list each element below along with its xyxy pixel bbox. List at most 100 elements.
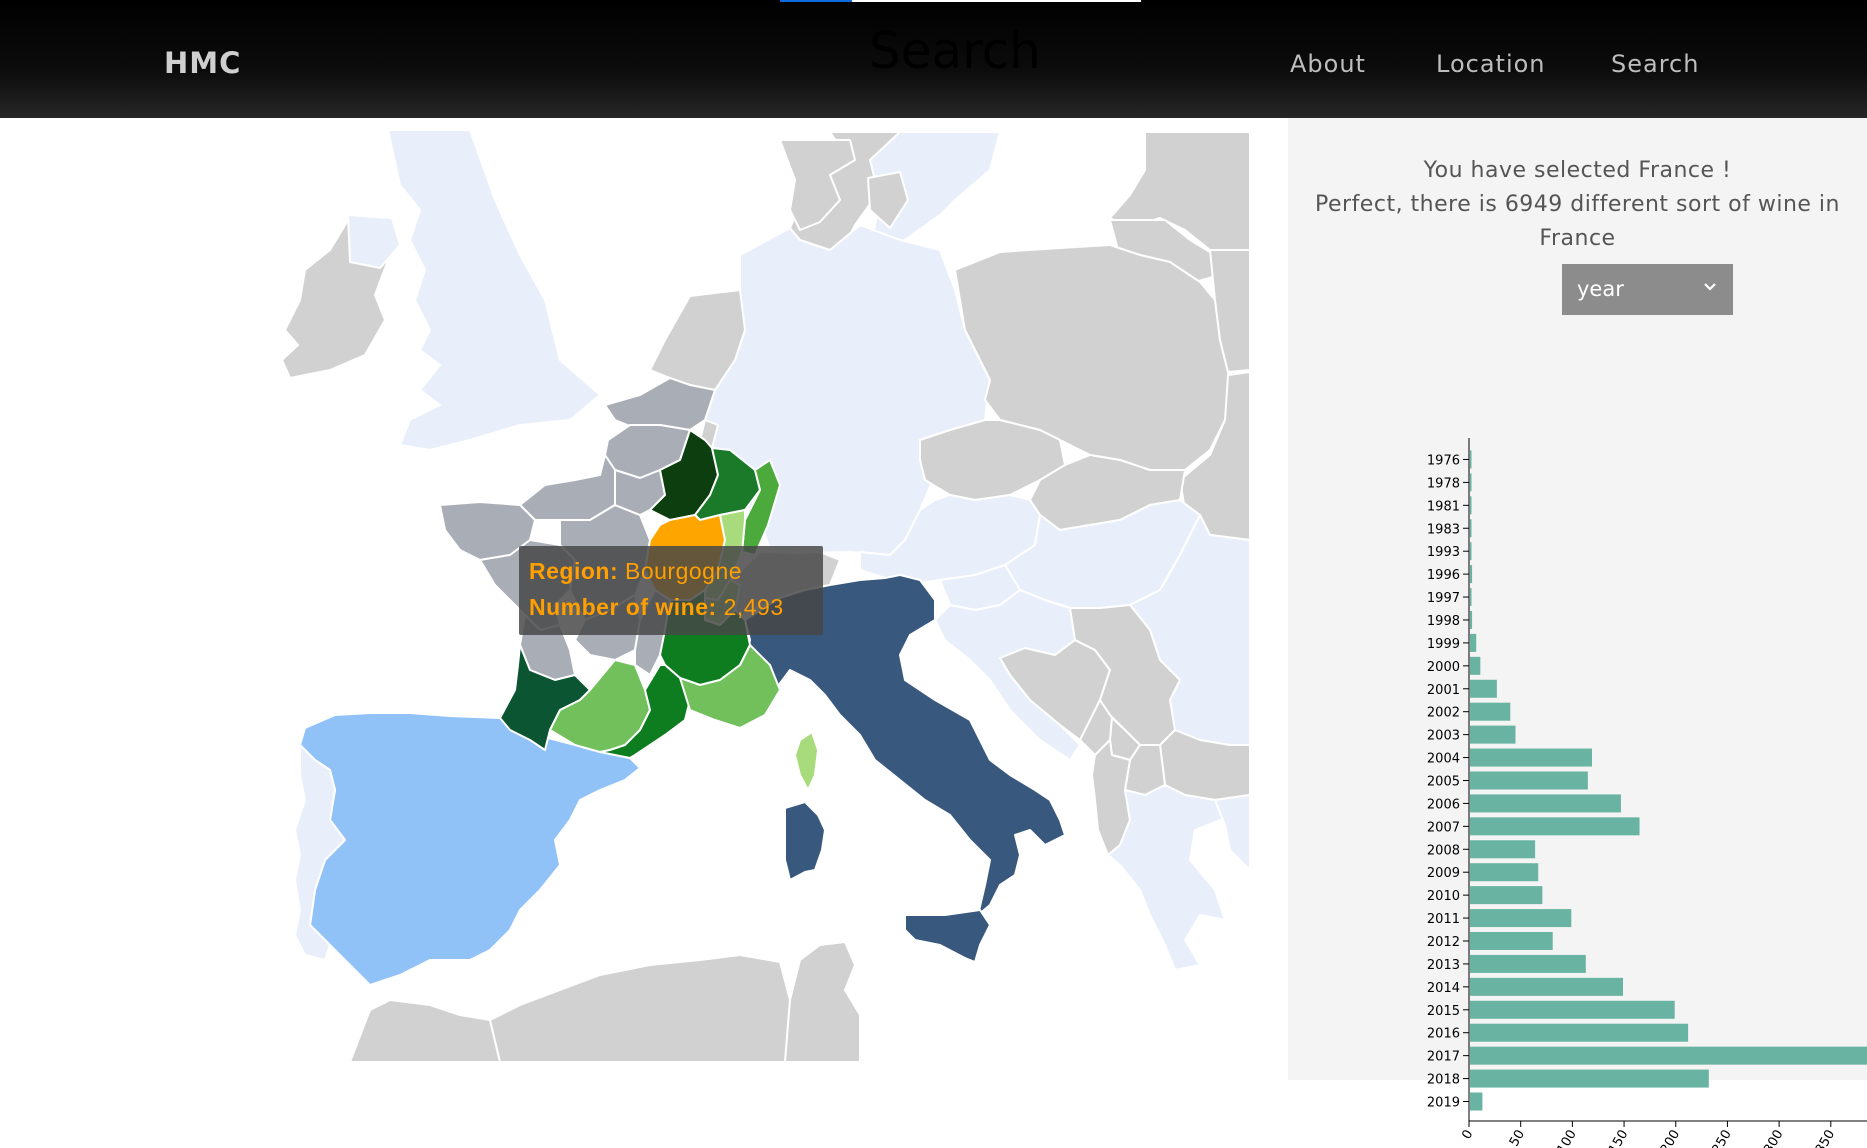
y-tick-label-1996: 1996 <box>1427 568 1460 583</box>
y-tick-label-2011: 2011 <box>1427 912 1460 927</box>
y-tick-label-2015: 2015 <box>1427 1004 1460 1019</box>
map-bottom-edge <box>0 1062 1290 1080</box>
y-tick-label-2006: 2006 <box>1427 797 1460 812</box>
y-tick-label-1999: 1999 <box>1427 637 1460 652</box>
country-belgium[interactable] <box>604 377 716 431</box>
bar-2001[interactable] <box>1470 679 1497 698</box>
bar-1976[interactable] <box>1470 450 1472 469</box>
bar-2019[interactable] <box>1470 1092 1483 1111</box>
y-tick-label-2004: 2004 <box>1427 752 1460 767</box>
bar-2013[interactable] <box>1470 954 1586 973</box>
y-tick-label-1976: 1976 <box>1427 453 1460 468</box>
country-italy[interactable] <box>744 574 1066 916</box>
europe-map: Region: Bourgogne Number of wine: 2,493 <box>0 118 1290 1080</box>
bar-2018[interactable] <box>1470 1069 1709 1088</box>
bar-1983[interactable] <box>1470 519 1472 538</box>
nav-link-location[interactable]: Location <box>1436 50 1546 78</box>
tooltip-count-key: Number of wine: <box>529 594 717 620</box>
country-denmark[interactable] <box>779 139 856 231</box>
bar-2009[interactable] <box>1470 863 1539 882</box>
y-tick-label-2000: 2000 <box>1427 660 1460 675</box>
island-sardinia[interactable] <box>784 801 826 881</box>
bar-2006[interactable] <box>1470 794 1621 813</box>
map-right-edge <box>1250 118 1290 1080</box>
year-select[interactable]: year <box>1562 264 1733 315</box>
region-normandie[interactable] <box>519 454 616 521</box>
y-tick-label-2010: 2010 <box>1427 889 1460 904</box>
bar-1978[interactable] <box>1470 473 1472 492</box>
country-spain[interactable] <box>299 712 641 986</box>
bar-2017[interactable] <box>1470 1046 1867 1065</box>
tooltip-region-key: Region: <box>529 558 619 584</box>
region-languedoc[interactable] <box>599 664 691 759</box>
bar-2005[interactable] <box>1470 771 1588 790</box>
bar-2010[interactable] <box>1470 886 1543 905</box>
bar-2012[interactable] <box>1470 931 1553 950</box>
bar-2003[interactable] <box>1470 725 1516 744</box>
country-algeria[interactable] <box>489 954 791 1063</box>
tooltip-region-line: Region: Bourgogne <box>529 558 742 585</box>
island-corsica[interactable] <box>794 731 819 791</box>
bar-2004[interactable] <box>1470 748 1592 767</box>
country-poland[interactable] <box>954 244 1231 471</box>
country-greece[interactable] <box>1107 784 1251 971</box>
y-tick-label-2013: 2013 <box>1427 958 1460 973</box>
side-panel: You have selected France ! Perfect, ther… <box>1288 118 1867 1148</box>
island-sicily[interactable] <box>904 909 991 963</box>
country-morocco[interactable] <box>349 999 501 1063</box>
country-northern-ireland[interactable] <box>347 214 401 269</box>
bar-1997[interactable] <box>1470 588 1472 607</box>
country-name-line: France <box>1539 226 1616 251</box>
country-united-kingdom[interactable] <box>387 129 601 451</box>
bar-2014[interactable] <box>1470 977 1623 996</box>
y-tick-label-1978: 1978 <box>1427 476 1460 491</box>
bar-1998[interactable] <box>1470 610 1473 629</box>
y-tick-label-1983: 1983 <box>1427 522 1460 537</box>
country-turkey-edge[interactable] <box>1214 794 1251 871</box>
y-tick-label-2005: 2005 <box>1427 774 1460 789</box>
scroll-progress-fill <box>780 0 853 2</box>
bar-1999[interactable] <box>1470 633 1477 652</box>
brand-logo-link[interactable]: HMC <box>164 46 242 80</box>
nav-link-search[interactable]: Search <box>1611 50 1700 78</box>
x-tick-label-100: 100 <box>1554 1127 1579 1148</box>
bar-2008[interactable] <box>1470 840 1536 859</box>
y-tick-label-2017: 2017 <box>1427 1050 1460 1065</box>
y-tick-label-1998: 1998 <box>1427 614 1460 629</box>
y-tick-label-2002: 2002 <box>1427 706 1460 721</box>
tooltip-count-value: 2,493 <box>723 594 784 620</box>
nav-link-about[interactable]: About <box>1290 50 1366 78</box>
tooltip-count-line: Number of wine: 2,493 <box>529 594 784 621</box>
bar-1981[interactable] <box>1470 496 1472 515</box>
x-tick-label-300: 300 <box>1761 1127 1786 1148</box>
bar-2000[interactable] <box>1470 656 1481 675</box>
country-portugal[interactable] <box>294 744 346 961</box>
y-tick-label-1997: 1997 <box>1427 591 1460 606</box>
x-tick-label-350: 350 <box>1813 1127 1838 1148</box>
wine-count-message: Perfect, there is 6949 different sort of… <box>1315 192 1840 217</box>
tooltip-region-value: Bourgogne <box>625 558 743 584</box>
bar-1993[interactable] <box>1470 542 1472 561</box>
bar-2016[interactable] <box>1470 1023 1689 1042</box>
y-tick-label-2003: 2003 <box>1427 729 1460 744</box>
y-tick-label-2019: 2019 <box>1427 1096 1460 1111</box>
bar-2011[interactable] <box>1470 909 1572 928</box>
region-provence[interactable] <box>679 644 781 729</box>
bar-2007[interactable] <box>1470 817 1640 836</box>
year-bar-chart: 1976 1978 1981 1983 1993 1996 1997 1998 1999 2000… <box>1427 438 1867 1148</box>
y-tick-label-1981: 1981 <box>1427 499 1460 514</box>
x-tick-label-50: 50 <box>1507 1127 1528 1148</box>
x-tick-label-150: 150 <box>1606 1127 1631 1148</box>
bar-2002[interactable] <box>1470 702 1511 721</box>
bar-1996[interactable] <box>1470 565 1473 584</box>
selection-message: You have selected France ! <box>1423 158 1732 183</box>
x-tick-label-250: 250 <box>1710 1127 1735 1148</box>
navbar: HMC Search About Location Search <box>0 0 1867 118</box>
y-tick-label-1993: 1993 <box>1427 545 1460 560</box>
y-tick-label-2018: 2018 <box>1427 1073 1460 1088</box>
bar-2015[interactable] <box>1470 1000 1675 1019</box>
country-denmark-island[interactable] <box>867 171 909 229</box>
y-tick-label-2008: 2008 <box>1427 843 1460 858</box>
country-tunisia[interactable] <box>784 941 861 1063</box>
x-tick-label-200: 200 <box>1658 1127 1683 1148</box>
